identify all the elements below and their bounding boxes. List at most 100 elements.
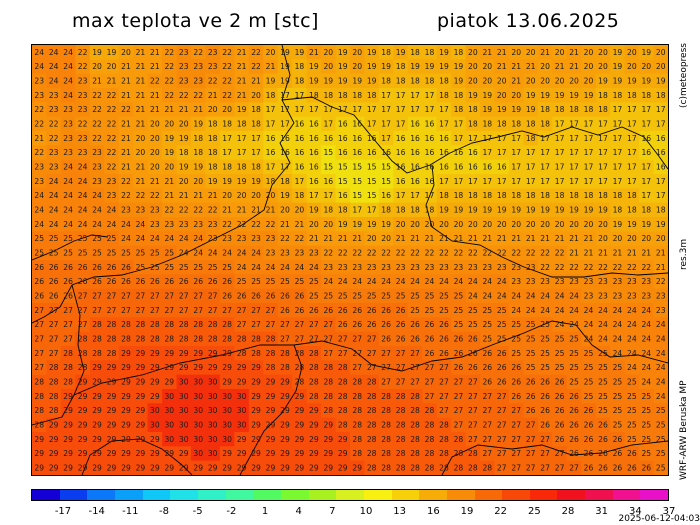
temperature-value: 25 [193,263,203,272]
grid-cell [89,131,105,146]
temperature-value: 17 [598,148,608,157]
grid-cell [523,188,539,204]
temperature-value: 27 [497,392,507,401]
temperature-value: 27 [352,363,362,372]
grid-cell [624,131,640,146]
temperature-value: 25 [309,277,319,286]
grid-cell [624,88,640,103]
temperature-value: 23 [598,277,608,286]
temperature-value: 27 [295,334,305,343]
grid-cell [60,245,76,261]
temperature-value: 21 [136,105,146,114]
temperature-value: 20 [656,62,666,71]
temperature-value: 27 [396,349,406,358]
temperature-value: 30 [208,435,218,444]
grid-cell [219,331,235,347]
grid-cell [191,374,207,390]
temperature-value: 29 [107,406,117,415]
temperature-value: 27 [34,363,44,372]
grid-cell [552,131,568,146]
grid-cell [393,245,409,261]
temperature-value: 27 [410,349,420,358]
grid-cell [306,159,322,175]
grid-cell [46,346,62,361]
temperature-value: 24 [49,220,59,229]
temperature-value: 21 [237,48,247,57]
grid-cell [104,73,120,89]
temperature-value: 30 [208,392,218,401]
temperature-value: 23 [164,220,174,229]
temperature-value: 18 [511,119,521,128]
temperature-value: 15 [367,191,377,200]
temperature-value: 26 [468,349,478,358]
grid-cell [407,102,423,118]
temperature-value: 27 [266,306,276,315]
grid-cell [292,131,308,146]
grid-cell [494,217,510,232]
grid-cell [610,202,626,218]
grid-cell [60,188,76,204]
grid-cell [451,303,467,318]
temperature-value: 17 [454,134,464,143]
grid-cell [219,116,235,132]
grid-cell [219,360,235,376]
temperature-value: 21 [121,134,131,143]
grid-cell [176,188,192,204]
temperature-value: 29 [121,377,131,386]
temperature-value: 28 [381,435,391,444]
temperature-value: 25 [540,363,550,372]
grid-cell [350,245,366,261]
temperature-value: 17 [497,177,507,186]
temperature-value: 29 [92,392,102,401]
temperature-value: 26 [381,306,391,315]
grid-cell [364,131,380,146]
grid-cell [639,145,655,161]
temperature-value: 18 [641,205,651,214]
temperature-value: 25 [656,449,666,458]
grid-cell [537,331,553,347]
grid-cell [191,346,207,361]
grid-cell [176,245,192,261]
temperature-value: 29 [150,463,160,472]
temperature-value: 17 [598,162,608,171]
temperature-value: 27 [454,392,464,401]
grid-cell [292,317,308,333]
temperature-value: 28 [410,406,420,415]
temperature-value: 26 [569,392,579,401]
colorbar-tick-label: 31 [595,506,609,517]
temperature-value: 17 [656,191,666,200]
grid-cell [147,174,163,189]
grid-cell [639,331,655,347]
temperature-value: 25 [555,349,565,358]
grid-cell [509,260,525,275]
temperature-map: 24 24 24 22 19 19 20 21 21 22 23 22 23 22 21 22 20 19 19 21… [31,44,669,476]
grid-cell [335,202,351,218]
grid-cell [624,260,640,275]
temperature-value: 28 [454,435,464,444]
temperature-value: 27 [482,420,492,429]
temperature-value: 29 [266,377,276,386]
temperature-value: 23 [193,220,203,229]
temperature-value: 16 [381,148,391,157]
temperature-value: 24 [410,277,420,286]
temperature-value: 28 [367,377,377,386]
temperature-value: 20 [598,220,608,229]
temperature-value: 29 [222,449,232,458]
temperature-value: 15 [323,162,333,171]
grid-cell [46,231,62,247]
grid-cell [480,374,496,390]
colorbar-swatch [225,490,254,500]
temperature-value: 16 [309,177,319,186]
temperature-value: 22 [497,248,507,257]
temperature-value: 27 [482,406,492,415]
temperature-value: 23 [208,48,218,57]
temperature-value: 24 [497,291,507,300]
temperature-value: 26 [482,377,492,386]
grid-cell [219,274,235,290]
temperature-value: 29 [78,463,88,472]
temperature-value: 20 [511,48,521,57]
grid-cell [393,231,409,247]
temperature-value: 17 [641,105,651,114]
temperature-value: 27 [511,406,521,415]
grid-cell [335,288,351,304]
